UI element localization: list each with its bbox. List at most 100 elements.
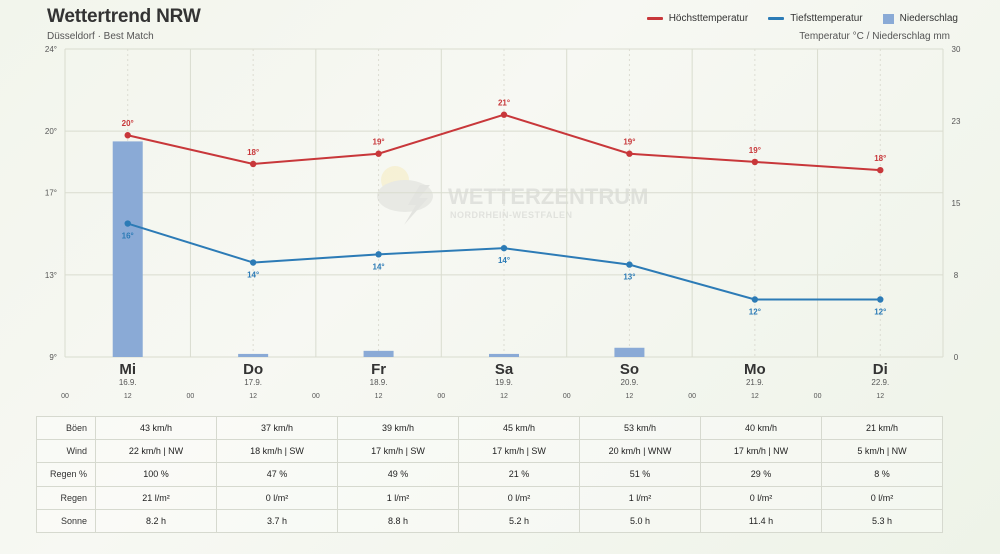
min-temp-data-label: 12° bbox=[874, 308, 886, 317]
max-temp-point[interactable] bbox=[626, 150, 633, 157]
min-temp-point[interactable] bbox=[877, 296, 884, 303]
table-row: Wind 22 km/h | NW 18 km/h | SW 17 km/h | SW… bbox=[36, 439, 943, 464]
min-temp-point[interactable] bbox=[375, 251, 382, 258]
max-temp-data-label: 21° bbox=[498, 99, 510, 108]
table-cell: 49 % bbox=[337, 462, 459, 487]
table-cell: 17 km/h | NW bbox=[700, 439, 822, 464]
table-cell: 11.4 h bbox=[700, 508, 822, 533]
table-cell: 3.7 h bbox=[216, 508, 338, 533]
rain-bar[interactable] bbox=[489, 353, 519, 357]
axis-labels: 9° 13° 17° 20° 24° 0 8 15 23 30 20° 18° 19° 21° 19° 19°… bbox=[45, 45, 961, 400]
table-cell: 47 % bbox=[216, 462, 338, 487]
table-cell: 29 % bbox=[700, 462, 822, 487]
table-cell: 1 l/m² bbox=[337, 485, 459, 510]
max-temp-point[interactable] bbox=[375, 150, 382, 157]
table-cell: 8.2 h bbox=[95, 508, 217, 533]
table-cell: 18 km/h | SW bbox=[216, 439, 338, 464]
x-hour-label: 12 bbox=[626, 393, 634, 400]
legend-item-rain[interactable]: Niederschlag bbox=[882, 13, 958, 24]
y-right-tick-label: 8 bbox=[954, 271, 959, 280]
max-temp-data-label: 19° bbox=[623, 138, 635, 147]
min-temp-point[interactable] bbox=[751, 296, 759, 303]
x-hour-label: 00 bbox=[814, 393, 822, 400]
table-cell: 51 % bbox=[579, 462, 701, 487]
y-right-tick-label: 0 bbox=[954, 353, 959, 362]
x-day-label: Mi bbox=[119, 361, 136, 378]
x-hour-label: 12 bbox=[876, 393, 884, 400]
axis-units-label: Temperatur °C / Niederschlag mm bbox=[799, 31, 950, 42]
x-date-label: 22.9. bbox=[871, 378, 889, 387]
x-day-label: So bbox=[620, 361, 639, 378]
max-temp-point[interactable] bbox=[500, 111, 508, 118]
x-day-label: Fr bbox=[371, 361, 386, 378]
min-temp-point[interactable] bbox=[124, 220, 131, 227]
table-cell: 22 km/h | NW bbox=[95, 439, 217, 464]
x-hour-label: 12 bbox=[249, 393, 257, 400]
table-row: Regen 21 l/m² 0 l/m² 1 l/m² 0 l/m² 1 l/m² 0 l/… bbox=[36, 485, 943, 510]
x-hour-label: 00 bbox=[437, 393, 445, 400]
table-row: Sonne 8.2 h 3.7 h 8.8 h 5.2 h 5.0 h 11.4 h 5.3 … bbox=[36, 508, 943, 533]
table-row-label: Sonne bbox=[36, 508, 96, 533]
table-row: Regen % 100 % 47 % 49 % 21 % 51 % 29 % 8 % bbox=[36, 462, 943, 487]
legend-item-max[interactable]: Höchsttemperatur bbox=[646, 13, 749, 24]
table-cell: 37 km/h bbox=[216, 415, 338, 441]
legend-item-min[interactable]: Tiefsttemperatur bbox=[768, 13, 863, 24]
grid bbox=[64, 48, 944, 358]
max-temp-point[interactable] bbox=[877, 166, 884, 174]
x-date-label: 16.9. bbox=[119, 378, 137, 387]
max-temp-data-label: 18° bbox=[247, 148, 259, 157]
table-cell: 5.2 h bbox=[458, 508, 580, 533]
min-temp-point[interactable] bbox=[626, 261, 633, 268]
table-cell: 17 km/h | SW bbox=[458, 439, 580, 464]
table-cell: 45 km/h bbox=[458, 415, 580, 441]
y-left-tick-label: 17° bbox=[45, 189, 57, 198]
weather-chart: WETTERZENTRUM NORDRHEIN-WESTFALEN 9° 13° 1… bbox=[45, 45, 961, 400]
table-cell: 21 km/h bbox=[821, 415, 943, 441]
table-cell: 5 km/h | NW bbox=[821, 439, 943, 464]
table-cell: 1 l/m² bbox=[579, 485, 701, 510]
table-row: Böen 43 km/h 37 km/h 39 km/h 45 km/h 53 km/h 4… bbox=[36, 415, 943, 441]
legend-swatch-rain bbox=[882, 13, 894, 24]
min-temp-point[interactable] bbox=[249, 259, 257, 266]
table-cell: 20 km/h | WNW bbox=[579, 439, 701, 464]
table-row-label: Regen % bbox=[36, 462, 96, 487]
x-date-label: 20.9. bbox=[621, 378, 639, 387]
min-temp-data-label: 16° bbox=[122, 232, 134, 241]
table-cell: 40 km/h bbox=[700, 415, 822, 441]
table-cell: 0 l/m² bbox=[216, 485, 338, 510]
x-hour-label: 12 bbox=[751, 393, 759, 400]
x-date-label: 17.9. bbox=[244, 378, 262, 387]
legend-label-min: Tiefsttemperatur bbox=[790, 13, 863, 24]
location-subtitle: Düsseldorf · Best Match bbox=[47, 31, 154, 42]
table-cell: 17 km/h | SW bbox=[337, 439, 459, 464]
max-temp-point[interactable] bbox=[249, 160, 257, 168]
rain-bar[interactable] bbox=[363, 350, 394, 357]
min-temp-data-label: 13° bbox=[623, 273, 635, 282]
min-temp-data-label: 12° bbox=[749, 308, 761, 317]
rain-bar[interactable] bbox=[238, 353, 269, 357]
table-cell: 5.0 h bbox=[579, 508, 701, 533]
legend-swatch-max bbox=[646, 17, 663, 20]
max-temp-point[interactable] bbox=[124, 132, 131, 139]
x-hour-label: 00 bbox=[187, 393, 195, 400]
page-title: Wettertrend NRW bbox=[47, 6, 201, 27]
watermark-subtitle: NORDRHEIN-WESTFALEN bbox=[450, 210, 573, 220]
max-temp-line[interactable] bbox=[127, 113, 881, 172]
y-left-tick-label: 20° bbox=[45, 127, 57, 136]
rain-bars bbox=[112, 141, 645, 357]
x-hour-label: 00 bbox=[61, 393, 69, 400]
rain-bar[interactable] bbox=[112, 141, 143, 357]
weather-table: Böen 43 km/h 37 km/h 39 km/h 45 km/h 53 km/h 4… bbox=[36, 415, 943, 533]
table-cell: 0 l/m² bbox=[821, 485, 943, 510]
max-temp-point[interactable] bbox=[751, 158, 759, 166]
y-right-tick-label: 30 bbox=[952, 45, 961, 54]
x-day-label: Di bbox=[873, 361, 888, 378]
min-temp-point[interactable] bbox=[500, 244, 508, 252]
table-cell: 5.3 h bbox=[821, 508, 943, 533]
y-left-tick-label: 13° bbox=[45, 271, 57, 280]
x-hour-label: 00 bbox=[688, 393, 696, 400]
series-lines bbox=[124, 111, 884, 303]
legend-label-rain: Niederschlag bbox=[899, 13, 958, 24]
legend-label-max: Höchsttemperatur bbox=[668, 13, 749, 24]
rain-bar[interactable] bbox=[614, 347, 645, 357]
